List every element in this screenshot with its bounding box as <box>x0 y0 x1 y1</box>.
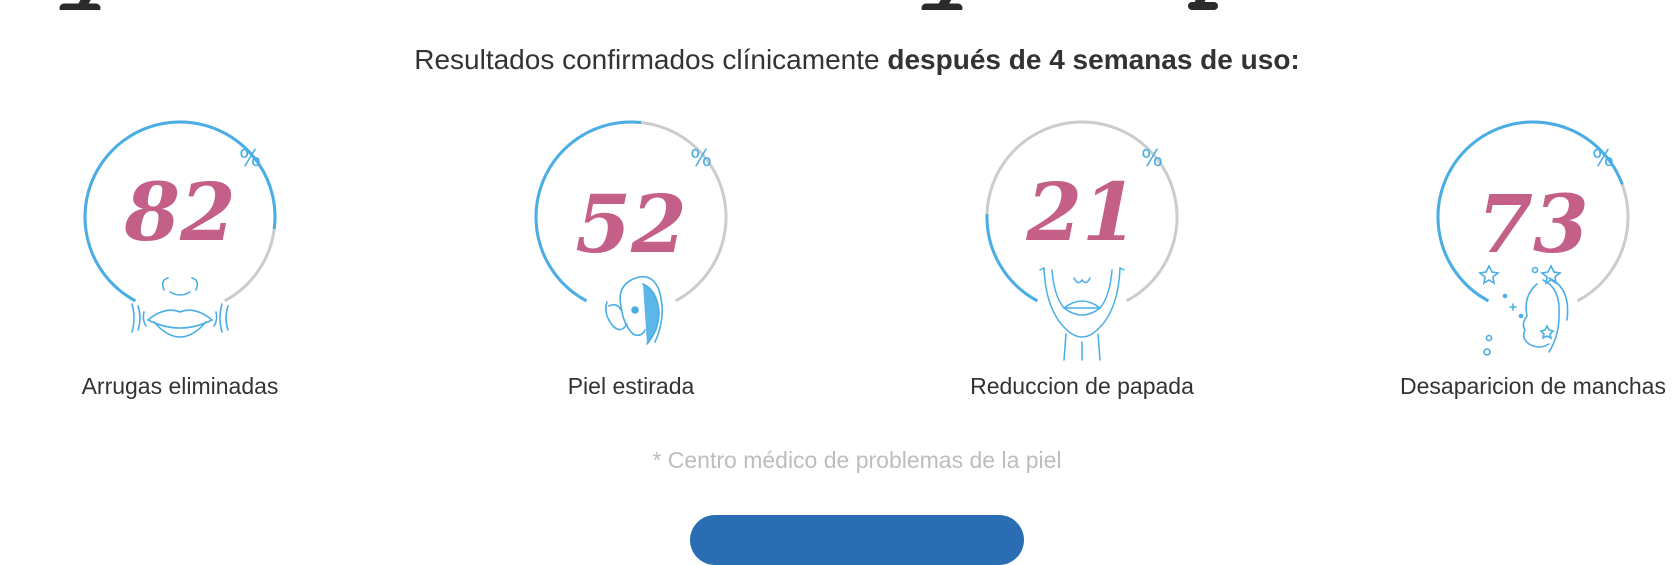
sparkle-face-icon <box>1478 264 1569 356</box>
ring-progress <box>534 120 642 303</box>
percent-sign: % <box>239 146 261 172</box>
stat-double-chin: % 21 Reduccion de papada <box>932 120 1232 410</box>
stat-ring-chart: % 73 <box>1436 120 1630 356</box>
ring-progress <box>1436 120 1624 303</box>
ring-progress <box>985 213 1039 303</box>
percent-sign: % <box>1141 146 1163 172</box>
face-touch-icon <box>605 275 663 345</box>
stat-skin-stretched: % 52 Piel estirada <box>481 120 781 410</box>
stat-value: 21 <box>1025 165 1137 259</box>
heading-glyph-remnants <box>59 0 1218 10</box>
cta-button[interactable] <box>690 515 1024 565</box>
wrinkles-mouth-icon <box>131 277 229 338</box>
stat-value: 73 <box>1477 177 1588 271</box>
stat-value: 82 <box>123 165 235 259</box>
percent-sign: % <box>690 146 712 172</box>
footnote: * Centro médico de problemas de la piel <box>652 447 1062 473</box>
stat-value: 52 <box>575 177 686 271</box>
percent-sign: % <box>1592 146 1614 172</box>
cropped-heading <box>0 0 1674 10</box>
ring-progress <box>83 120 277 303</box>
subtitle-bold: después de 4 semanas de uso: <box>887 44 1300 75</box>
stat-spots-removal: % 73 Desaparicion de manchas <box>1383 120 1674 410</box>
stat-label: Reduccion de papada <box>970 373 1194 399</box>
stat-ring-chart: % 52 <box>534 120 728 345</box>
stat-label: Arrugas eliminadas <box>81 373 279 399</box>
stat-label: Piel estirada <box>567 373 695 399</box>
stat-ring-chart: % 82 <box>83 120 277 338</box>
chin-neck-icon <box>1039 267 1125 361</box>
subtitle-regular: Resultados confirmados clínicamente <box>414 44 880 75</box>
stat-wrinkles: % 82 Arrugas eliminadas <box>30 120 330 410</box>
results-subtitle: Resultados confirmados clínicamente desp… <box>0 44 1674 76</box>
stat-label: Desaparicion de manchas <box>1400 373 1666 399</box>
stat-ring-chart: % 21 <box>985 120 1179 361</box>
